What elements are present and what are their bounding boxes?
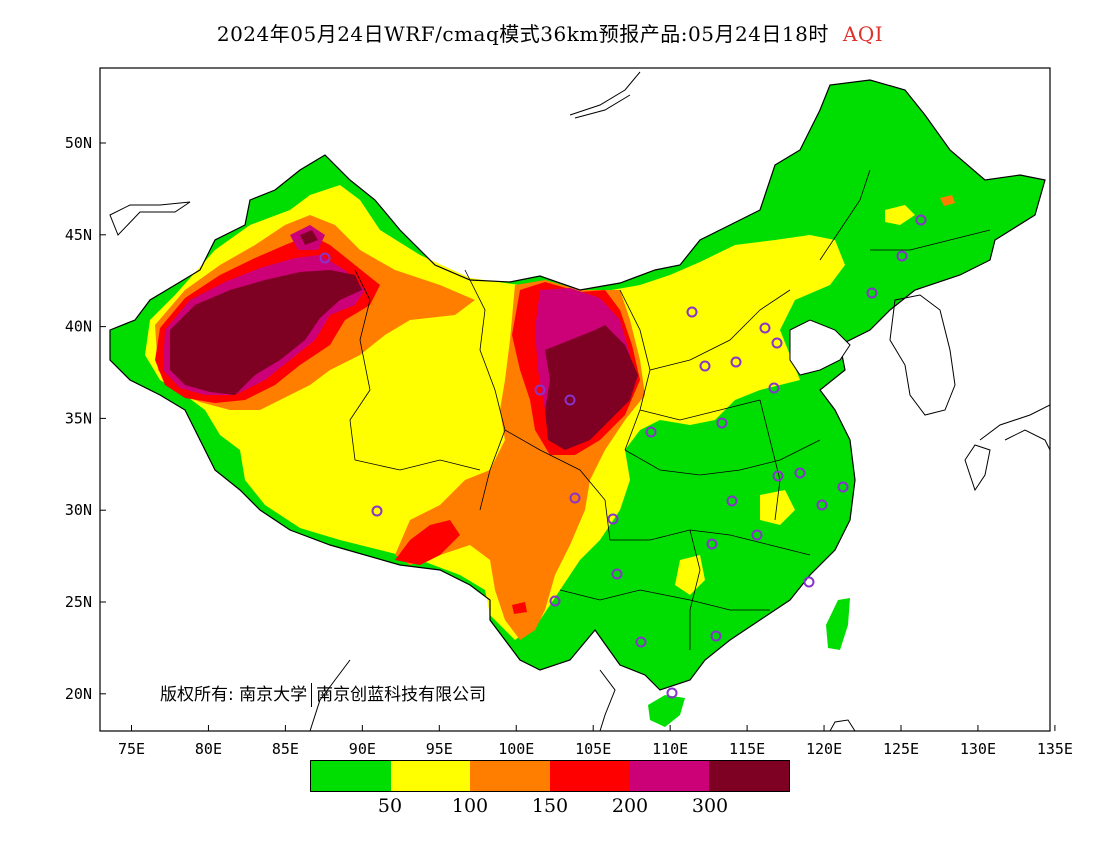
legend-swatch (390, 761, 471, 791)
indochina-coast (309, 659, 616, 731)
orange-spot-northeast (940, 195, 955, 206)
red-region-tibet (395, 520, 460, 565)
x-tick-label: 105E (575, 740, 611, 758)
taiwan-island (826, 598, 850, 650)
station-marker (768, 382, 780, 394)
station-marker (759, 322, 771, 334)
station-marker (699, 360, 711, 372)
map-title: 2024年05月24日WRF/cmaq模式36km预报产品:05月24日18时 A… (0, 18, 1100, 47)
station-marker (611, 568, 623, 580)
station-marker (645, 426, 657, 438)
station-marker (371, 505, 383, 517)
station-marker (710, 630, 722, 642)
hazardous-spot-north (300, 230, 318, 245)
copyright-notice: 版权所有: 南京大学 南京创蓝科技有限公司 (160, 680, 486, 707)
station-marker (534, 384, 546, 396)
y-tick-label: 50N (65, 134, 92, 152)
legend-label: 100 (451, 795, 489, 817)
x-tick-label: 135E (1037, 740, 1073, 758)
x-tick-label: 110E (652, 740, 688, 758)
station-marker (607, 513, 619, 525)
y-tick-label: 40N (65, 318, 92, 336)
korea-outline (889, 294, 956, 416)
x-tick-label: 120E (806, 740, 842, 758)
copyright-org2: 南京创蓝科技有限公司 (316, 685, 487, 705)
station-marker (726, 495, 738, 507)
station-marker (706, 538, 718, 550)
station-marker (803, 576, 815, 588)
legend-swatch (550, 761, 630, 791)
legend-label: 150 (531, 795, 569, 817)
hainan-island (648, 695, 685, 727)
y-tick-label: 20N (65, 685, 92, 703)
x-tick-label: 125E (883, 740, 919, 758)
y-tick-label: 45N (65, 226, 92, 244)
bohai-coast (789, 319, 851, 376)
station-marker (319, 252, 331, 264)
x-tick-label: 75E (118, 740, 145, 758)
copyright-prefix: 版权所有: (160, 685, 234, 705)
title-text: 2024年05月24日WRF/cmaq模式36km预报产品:05月24日18时 (216, 22, 829, 46)
station-marker (772, 470, 784, 482)
y-tick-label: 30N (65, 501, 92, 519)
station-marker (716, 417, 728, 429)
station-marker (751, 529, 763, 541)
station-markers (319, 214, 927, 699)
copyright-separator (311, 683, 313, 707)
station-marker (564, 394, 576, 406)
x-tick-label: 130E (960, 740, 996, 758)
y-tick-label: 35N (65, 409, 92, 427)
station-marker (569, 492, 581, 504)
red-spot-yunnan (512, 602, 527, 614)
x-axis: 75E 80E 85E 90E 95E 100E 105E 110E 115E 120E 125E 1… (118, 725, 1073, 758)
yellow-pocket-east (760, 490, 795, 525)
province-boundaries (349, 169, 991, 650)
station-marker (915, 214, 927, 226)
station-marker (666, 687, 678, 699)
title-variable: AQI (842, 22, 884, 46)
station-marker (896, 250, 908, 262)
hazardous-region-central (545, 325, 638, 450)
map-frame (99, 67, 1051, 732)
x-tick-label: 115E (729, 740, 765, 758)
yellow-pocket-northeast (885, 205, 915, 225)
legend-swatch (470, 761, 551, 791)
y-axis: 50N 45N 40N 35N 30N 25N 20N (65, 134, 106, 703)
legend-swatch (709, 761, 790, 791)
balkhash-lake (109, 201, 191, 236)
copyright-org1: 南京大学 (239, 685, 308, 705)
japan-outline (964, 404, 1050, 492)
station-marker (794, 467, 806, 479)
station-marker (837, 481, 849, 493)
x-tick-label: 100E (498, 740, 534, 758)
legend-swatch (311, 761, 391, 791)
legend-label: 200 (611, 795, 649, 817)
station-marker (730, 356, 742, 368)
hazardous-region-west (170, 270, 362, 395)
national-border (109, 79, 1046, 691)
station-marker (771, 337, 783, 349)
legend-label: 50 (377, 795, 403, 817)
x-tick-label: 80E (195, 740, 222, 758)
yellow-pocket-south (675, 555, 705, 595)
legend-swatch (629, 761, 710, 791)
x-tick-label: 95E (426, 740, 453, 758)
color-legend (310, 760, 790, 792)
x-tick-label: 90E (349, 740, 376, 758)
x-tick-label: 85E (272, 740, 299, 758)
station-marker (549, 595, 561, 607)
station-marker (686, 306, 698, 318)
philippines-outline (829, 719, 856, 731)
y-tick-label: 25N (65, 593, 92, 611)
station-marker (866, 287, 878, 299)
legend-label: 300 (691, 795, 729, 817)
legend-labels: 50 100 150 200 300 (310, 795, 790, 819)
station-marker (816, 499, 828, 511)
station-marker (635, 636, 647, 648)
baikal-lake (569, 71, 641, 119)
